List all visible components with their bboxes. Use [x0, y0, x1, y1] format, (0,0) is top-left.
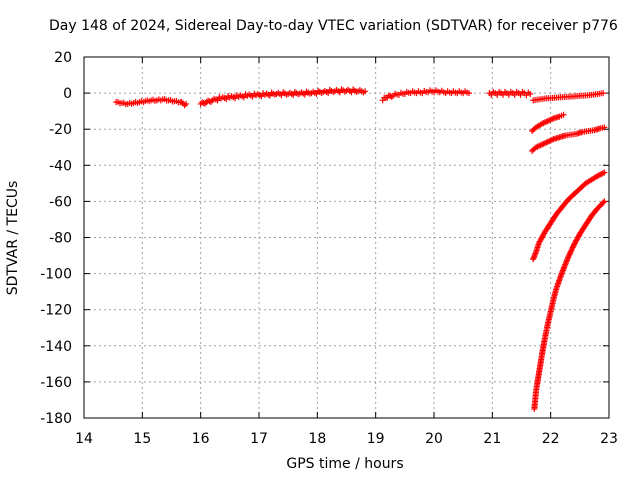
data-point-marker [527, 91, 534, 98]
y-tick-label: -40 [49, 158, 72, 174]
y-tick-label: -180 [40, 411, 72, 427]
y-tick-label: -100 [40, 267, 72, 283]
x-tick-label: 22 [542, 431, 560, 447]
data-point-marker [266, 92, 273, 99]
x-tick-label: 21 [483, 431, 501, 447]
data-point-marker [240, 94, 247, 101]
x-axis-label: GPS time / hours [286, 456, 404, 472]
chart-title: Day 148 of 2024, Sidereal Day-to-day VTE… [49, 18, 618, 34]
data-point-marker [600, 90, 607, 97]
data-point-marker [601, 124, 608, 131]
data-point-marker [249, 93, 256, 100]
data-point-marker [466, 90, 472, 97]
plot-frame [83, 56, 610, 419]
y-axis-label: SDTVAR / TECUs [5, 180, 21, 296]
y-tick-label: 20 [54, 50, 72, 66]
x-tick-label: 23 [600, 431, 618, 447]
data-point-marker [601, 198, 608, 205]
data-point-marker [223, 96, 230, 103]
y-tick-label: -80 [49, 231, 72, 247]
data-point-marker [214, 97, 221, 104]
x-tick-label: 18 [308, 431, 326, 447]
x-tick-label: 14 [75, 431, 93, 447]
data-point-marker [290, 92, 297, 99]
tick-labels: 14 15 16 17 18 19 20 21 22 23 20 0 -20 -40 -60 -80 -100 -… [40, 50, 618, 447]
data-point-marker [560, 111, 567, 118]
x-tick-label: 19 [367, 431, 385, 447]
grid-lines [83, 56, 610, 419]
data-point-marker [601, 169, 608, 176]
data-point-marker [336, 89, 343, 96]
data-point-marker [325, 90, 332, 97]
x-tick-label: 20 [425, 431, 443, 447]
y-tick-label: -60 [49, 194, 72, 210]
y-tick-label: -160 [40, 375, 72, 391]
data-point-marker [600, 199, 607, 206]
data-point-marker [313, 90, 320, 97]
data-point-marker [258, 93, 265, 100]
data-point-marker [301, 91, 308, 98]
x-tick-label: 16 [192, 431, 210, 447]
y-tick-label: -20 [49, 122, 72, 138]
data-point-marker [362, 88, 369, 95]
y-tick-label: 0 [63, 86, 72, 102]
x-tick-label: 17 [250, 431, 268, 447]
data-point-marker [232, 95, 239, 102]
y-tick-label: -140 [40, 339, 72, 355]
x-tick-label: 15 [133, 431, 151, 447]
data-points [113, 86, 608, 412]
data-point-marker [388, 93, 395, 100]
y-tick-label: -120 [40, 303, 72, 319]
data-point-marker [183, 100, 190, 107]
